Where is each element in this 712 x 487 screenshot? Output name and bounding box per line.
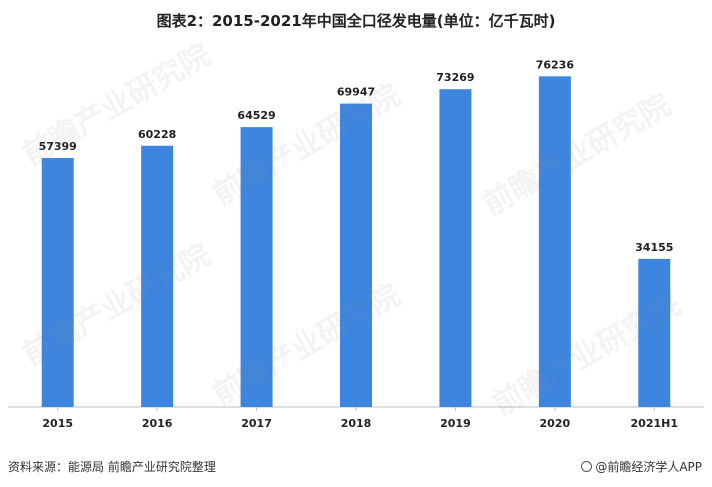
data-label: 69947 [337,86,375,99]
brand-credit-text: @前瞻经济学人APP [595,460,702,474]
bar [638,258,671,407]
x-tick-label: 2020 [540,417,571,430]
data-label: 57399 [39,140,77,153]
x-tick-label: 2017 [241,417,272,430]
bar [340,103,372,407]
brand-credit: @前瞻经济学人APP [581,458,702,475]
data-label: 34155 [635,241,673,254]
bar [240,127,273,407]
x-tick-label: 2018 [341,417,372,430]
bar [141,145,174,407]
data-label: 73269 [436,71,474,84]
bar [439,89,472,407]
data-label: 60228 [138,128,176,141]
bar [538,76,571,407]
brand-logo-icon [581,461,593,472]
source-note: 资料来源：能源局 前瞻产业研究院整理 [8,460,216,474]
bar [41,158,74,407]
data-label: 64529 [237,109,275,122]
x-tick-label: 2015 [42,417,73,430]
data-label: 76236 [536,58,575,71]
x-tick-label: 2019 [440,417,471,430]
x-tick-label: 2016 [142,417,173,430]
x-tick-label: 2021H1 [631,417,678,430]
chart-title: 图表2：2015-2021年中国全口径发电量(单位：亿千瓦时) [156,12,556,30]
